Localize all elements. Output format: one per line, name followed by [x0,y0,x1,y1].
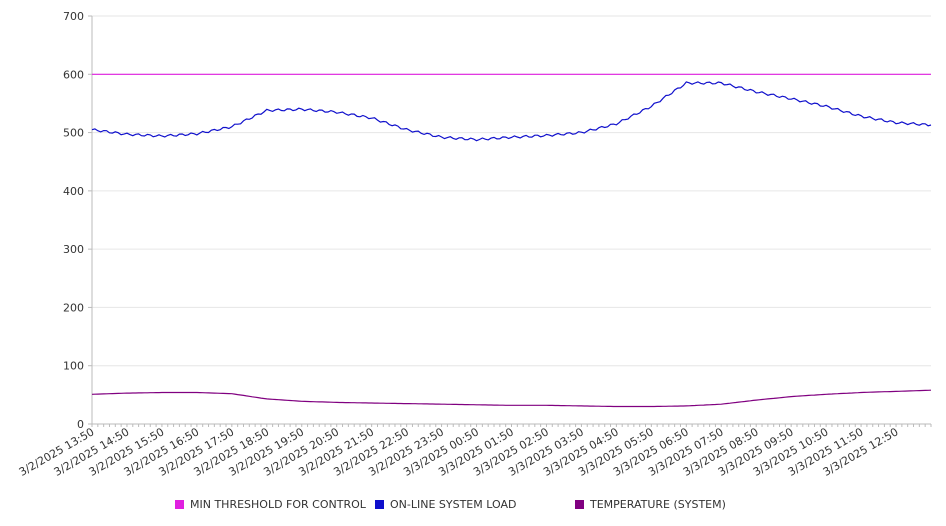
legend-label-min-threshold: MIN THRESHOLD FOR CONTROL [190,498,366,511]
y-tick-label-0: 0 [77,418,84,431]
y-tick-label-200: 200 [63,301,84,314]
grid-lines [92,15,931,367]
legend-swatch-temperature [575,500,584,509]
series-line-temperature [91,389,932,408]
legend-item-min-threshold[interactable]: MIN THRESHOLD FOR CONTROL [175,498,366,511]
series-line-system-load [91,81,932,142]
y-tick-label-700: 700 [63,10,84,23]
legend-item-temperature[interactable]: TEMPERATURE (SYSTEM) [575,498,726,511]
x-axis-ticks: 3/2/2025 13:503/2/2025 14:503/2/2025 15:… [17,424,932,479]
y-tick-label-500: 500 [63,127,84,140]
legend-label-system-load: ON-LINE SYSTEM LOAD [390,498,517,511]
series-lines [91,73,932,408]
legend-item-system-load[interactable]: ON-LINE SYSTEM LOAD [375,498,516,511]
y-tick-label-600: 600 [63,68,84,81]
y-tick-label-300: 300 [63,243,84,256]
y-tick-label-400: 400 [63,185,84,198]
legend-swatch-system-load [375,500,384,509]
y-axis-ticks: 0 100 200 300 400 500 600 700 [63,10,92,431]
legend-swatch-min-threshold [175,500,184,509]
legend-label-temperature: TEMPERATURE (SYSTEM) [590,498,726,511]
axes [91,16,931,425]
legend: MIN THRESHOLD FOR CONTROL ON-LINE SYSTEM… [0,498,946,518]
y-tick-label-100: 100 [63,360,84,373]
